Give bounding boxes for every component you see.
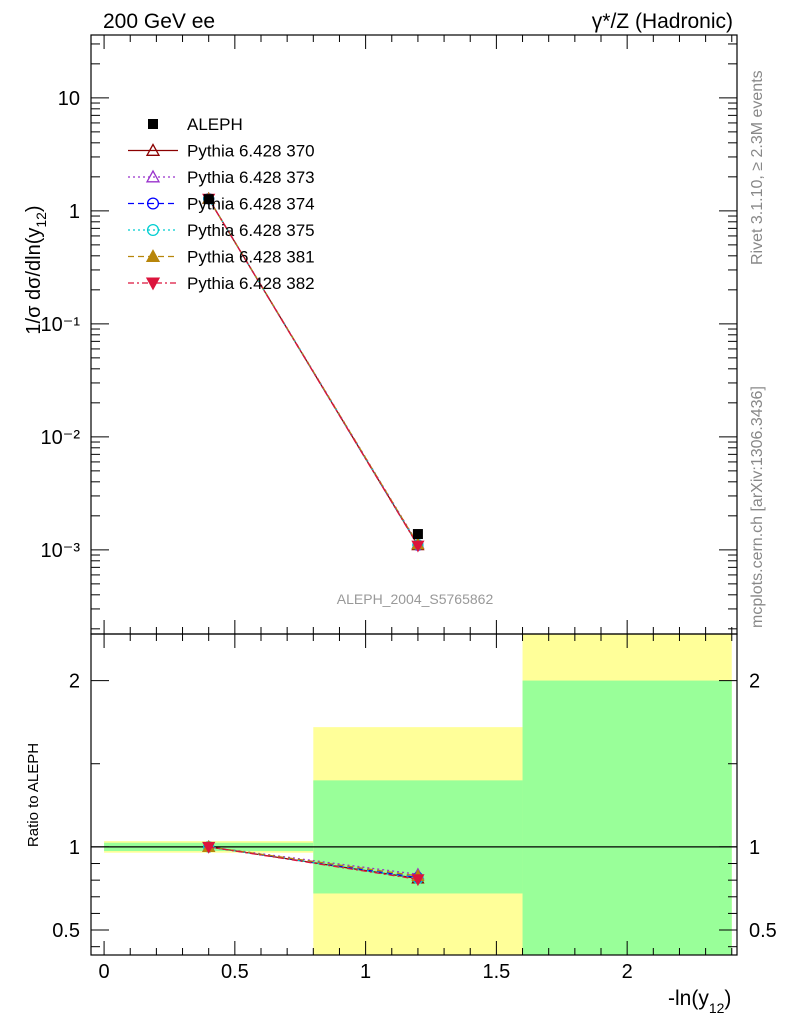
x-axis-title: -ln(y12) [668, 987, 731, 1016]
axes: 0 0.5 1 1.5 2 10⁻³ 10⁻² 10⁻¹ 1 10 0.5 0.5 1 1 2 2 [41, 35, 777, 983]
ratio-point-5-0 [202, 841, 216, 854]
legend-marker-data [148, 119, 158, 129]
band-inner-2 [522, 680, 732, 955]
y-tick-label-main-2: 10⁻¹ [41, 314, 81, 336]
y-tick-label-main-0: 10⁻³ [41, 540, 81, 562]
y-tick-label-ratio-right-1: 1 [749, 837, 760, 859]
ratio-bands [104, 634, 732, 955]
y-tick-label-main-3: 1 [69, 201, 80, 223]
data-point-1 [412, 529, 423, 540]
ratio-panel-content [91, 840, 737, 887]
y-tick-label-ratio-left-0: 0.5 [52, 920, 80, 942]
y-tick-label-ratio-right-2: 2 [749, 671, 760, 693]
rivet-label: Rivet 3.1.10, ≥ 2.3M events [749, 70, 766, 265]
legend-label-data: ALEPH [187, 115, 243, 134]
ratio-point-5-1 [411, 874, 425, 887]
legend-label-5: Pythia 6.428 382 [187, 274, 315, 293]
x-tick-label-0: 0 [99, 961, 110, 983]
legend-label-3: Pythia 6.428 375 [187, 221, 315, 240]
data-point-0 [203, 194, 214, 205]
x-tick-label-3: 1.5 [482, 961, 510, 983]
legend-label-4: Pythia 6.428 381 [187, 248, 315, 267]
legend-marker-4 [145, 249, 161, 262]
right-title: γ*/Z (Hadronic) [592, 10, 733, 33]
main-point-5-1 [411, 540, 425, 553]
mcplots-label: mcplots.cern.ch [arXiv:1306.3436] [749, 386, 766, 628]
analysis-watermark: ALEPH_2004_S5765862 [337, 591, 494, 607]
y-tick-label-ratio-left-1: 1 [69, 837, 80, 859]
legend-label-1: Pythia 6.428 373 [187, 168, 315, 187]
y-axis-title-ratio: Ratio to ALEPH [25, 743, 42, 847]
legend: ALEPH Pythia 6.428 370 Pythia 6.428 373 Pyt… [128, 115, 315, 293]
x-tick-label-2: 1 [360, 961, 371, 983]
x-tick-label-4: 2 [622, 961, 633, 983]
legend-marker-5 [145, 277, 161, 291]
x-tick-label-1: 0.5 [221, 961, 249, 983]
ratio-panel-frame [90, 633, 738, 956]
y-tick-label-ratio-left-2: 2 [69, 671, 80, 693]
y-tick-label-main-4: 10 [58, 88, 80, 110]
legend-marker-1 [145, 169, 161, 183]
ratio-line-4 [208, 846, 419, 877]
y-tick-label-ratio-right-0: 0.5 [749, 920, 777, 942]
legend-label-2: Pythia 6.428 374 [187, 195, 315, 214]
legend-label-0: Pythia 6.428 370 [187, 142, 315, 161]
left-title: 200 GeV ee [103, 10, 215, 33]
legend-marker-2 [146, 197, 160, 210]
main-panel-content [202, 191, 425, 553]
legend-marker-3 [146, 223, 160, 237]
main-line-5 [208, 198, 419, 546]
y-tick-label-main-1: 10⁻² [41, 427, 81, 449]
svg-text:-ln(y12): -ln(y12) [668, 987, 731, 1016]
legend-marker-0 [145, 143, 161, 156]
